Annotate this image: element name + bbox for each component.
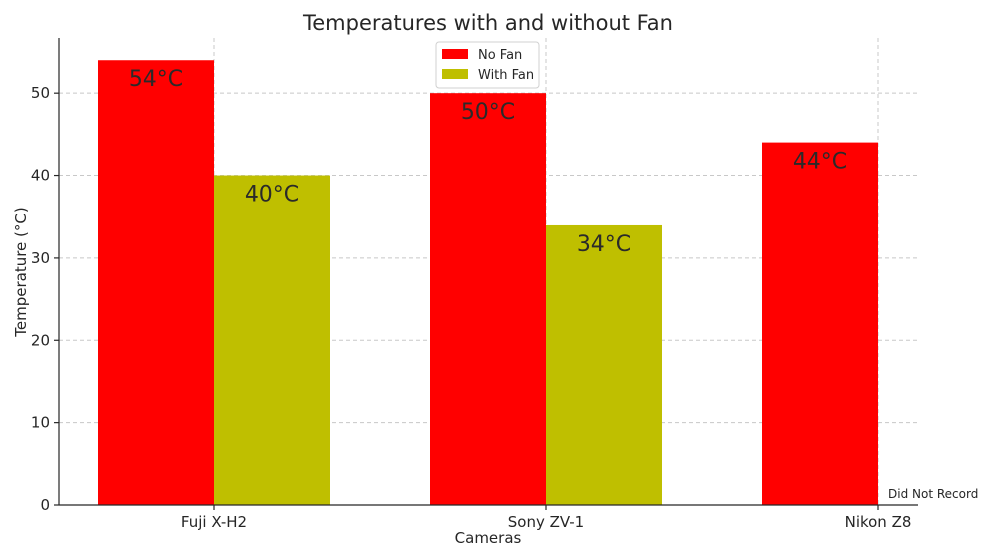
data-labels: 54°C 50°C 44°C 40°C 34°C [129,67,847,257]
bar-value-label: 40°C [245,183,299,208]
x-tick-label: Sony ZV-1 [508,513,584,531]
legend: No Fan With Fan [435,41,540,89]
y-tick-label: 50 [31,84,50,102]
bar-value-label: 34°C [577,232,631,257]
bar [430,93,546,506]
y-tick-label: 30 [31,249,50,267]
bar [98,60,214,505]
y-tick-label: 40 [31,167,50,185]
y-axis-label: Temperature (°C) [12,207,30,337]
did-not-record-note: Did Not Record [888,487,978,501]
x-tick-label: Fuji X-H2 [181,513,247,531]
axes [54,38,918,510]
bar-value-label: 54°C [129,67,183,92]
x-axis-label: Cameras [455,529,522,547]
bars [98,60,878,506]
legend-swatch-with-fan [442,69,468,79]
y-tick-label: 10 [31,414,50,432]
chart-title: Temperatures with and without Fan [302,11,673,35]
x-tick-label: Nikon Z8 [845,513,912,531]
bar [762,142,878,505]
bar-value-label: 44°C [793,150,847,175]
bar [214,175,330,505]
bar [546,224,662,505]
legend-label-no-fan: No Fan [478,48,522,63]
legend-label-with-fan: With Fan [478,68,534,83]
tick-labels: 0 10 20 30 40 50 Fuji X-H2 Sony ZV-1 Nikon Z8 [31,84,912,531]
y-tick-label: 20 [31,331,50,349]
legend-swatch-no-fan [442,49,468,59]
bar-value-label: 50°C [461,100,515,125]
y-tick-label: 0 [40,496,50,514]
